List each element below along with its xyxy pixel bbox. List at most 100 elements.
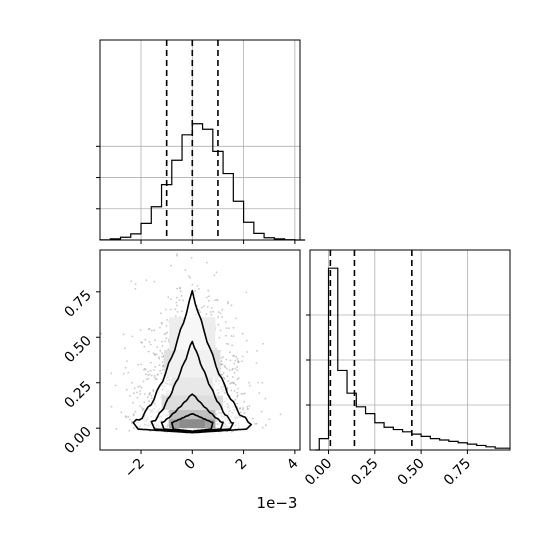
- scatter-point: [176, 253, 179, 255]
- scatter-point: [176, 304, 178, 307]
- scatter-point: [245, 339, 248, 342]
- scatter-point: [160, 372, 163, 375]
- scatter-point: [212, 310, 215, 313]
- scatter-point: [243, 412, 246, 415]
- scatter-point: [164, 340, 167, 342]
- x-tick-label: 2: [233, 456, 251, 474]
- scatter-point: [231, 376, 234, 378]
- scatter-point: [154, 375, 156, 377]
- scatter-point: [150, 374, 153, 377]
- scatter-point: [207, 299, 210, 302]
- scatter-point: [236, 357, 239, 360]
- scatter-point: [134, 283, 137, 285]
- scatter-point: [215, 298, 218, 301]
- scatter-point: [139, 390, 142, 392]
- scatter-point: [152, 352, 155, 355]
- scatter-point: [233, 371, 236, 374]
- scatter-point: [179, 287, 182, 290]
- scatter-point: [225, 334, 227, 337]
- scatter-point: [225, 342, 228, 345]
- scatter-point: [225, 327, 228, 329]
- scatter-point: [264, 397, 267, 400]
- y-tick-label: 0.75: [61, 287, 94, 320]
- scatter-point: [146, 378, 148, 381]
- scatter-point: [153, 329, 156, 332]
- scatter-point: [223, 377, 226, 380]
- scatter-point: [114, 384, 117, 387]
- scatter-point: [128, 429, 131, 432]
- scatter-point: [159, 326, 161, 329]
- histogram-y-panel: 0.00 0.25 0.50 0.75: [302, 249, 511, 489]
- scatter-point: [141, 409, 144, 411]
- x-scale-offset-label: 1e−3: [257, 494, 298, 512]
- scatter-point: [134, 410, 137, 413]
- scatter-point: [206, 296, 208, 299]
- scatter-point: [131, 335, 134, 338]
- scatter-point: [241, 355, 244, 358]
- scatter-point: [115, 428, 118, 430]
- scatter-point: [233, 390, 236, 392]
- scatter-point: [175, 301, 178, 304]
- scatter-point: [248, 405, 251, 407]
- joint-density-ticks: −2 0 2 4 0.00 0.25 0.50 0.75: [61, 287, 301, 481]
- scatter-point: [133, 427, 136, 429]
- scatter-point: [242, 393, 245, 395]
- scatter-point: [161, 340, 163, 343]
- scatter-point: [124, 347, 126, 350]
- scatter-point: [127, 415, 129, 418]
- scatter-point: [167, 348, 170, 351]
- scatter-point: [236, 366, 239, 368]
- scatter-point: [158, 356, 160, 359]
- scatter-point: [260, 410, 263, 413]
- scatter-point: [122, 372, 125, 375]
- scatter-point: [255, 362, 258, 364]
- scatter-point: [148, 400, 151, 402]
- scatter-point: [229, 359, 232, 362]
- scatter-point: [221, 308, 224, 311]
- x-tick-label: 0: [182, 456, 200, 474]
- scatter-point: [209, 311, 212, 313]
- scatter-point: [148, 373, 151, 376]
- y-tick-label: 0.50: [61, 333, 94, 366]
- scatter-point: [156, 346, 159, 348]
- scatter-point: [236, 391, 239, 394]
- scatter-point: [169, 308, 172, 311]
- scatter-point: [167, 296, 170, 298]
- scatter-point: [210, 307, 213, 309]
- scatter-point: [132, 414, 135, 417]
- scatter-point: [147, 377, 150, 380]
- histogram-x-quantile-lines: [165, 40, 219, 240]
- scatter-point: [154, 365, 157, 368]
- scatter-point: [230, 304, 233, 307]
- scatter-point: [210, 313, 213, 316]
- scatter-point: [234, 359, 237, 362]
- histogram-x-steps: [99, 123, 306, 241]
- scatter-point: [206, 305, 209, 308]
- scatter-point: [129, 418, 131, 421]
- scatter-point: [236, 394, 239, 397]
- scatter-point: [153, 369, 155, 371]
- scatter-point: [198, 309, 200, 311]
- scatter-point: [134, 287, 137, 290]
- scatter-point: [215, 271, 218, 274]
- scatter-point: [176, 311, 179, 313]
- scatter-point: [213, 274, 216, 277]
- scatter-point: [205, 261, 208, 264]
- scatter-point: [228, 327, 231, 329]
- scatter-point: [141, 342, 144, 344]
- histogram-x-ticks: [96, 145, 296, 244]
- scatter-point: [226, 367, 228, 370]
- scatter-point: [217, 323, 220, 326]
- x-tick-label: 4: [284, 455, 302, 473]
- histogram-x-panel: [96, 39, 306, 244]
- scatter-point: [166, 319, 169, 321]
- scatter-point: [223, 364, 226, 367]
- scatter-point: [220, 357, 223, 359]
- scatter-point: [221, 363, 224, 365]
- scatter-point: [257, 381, 260, 384]
- scatter-point: [228, 369, 231, 372]
- scatter-point: [241, 332, 244, 335]
- scatter-point: [161, 323, 163, 325]
- scatter-point: [175, 296, 178, 299]
- scatter-point: [137, 385, 140, 388]
